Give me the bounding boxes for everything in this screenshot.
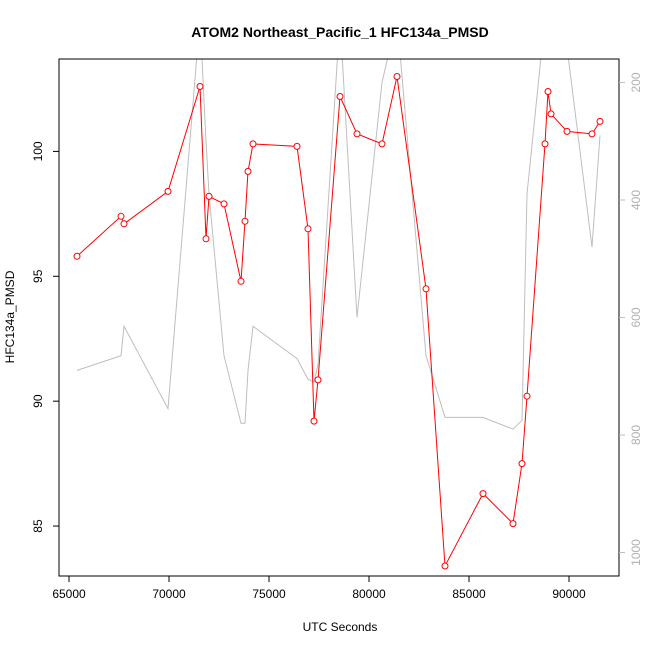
data-point — [310, 417, 318, 425]
data-point — [120, 220, 128, 228]
data-point — [523, 392, 531, 400]
y2-tick-label: 1000 — [629, 539, 643, 566]
data-point — [249, 140, 257, 148]
data-point — [164, 187, 172, 195]
data-point — [117, 212, 125, 220]
y2-axis: 200 400 600 800 1000 — [619, 72, 643, 566]
y2-tick-label: 200 — [629, 72, 643, 92]
x-tick-label: 80000 — [352, 587, 386, 601]
y-tick-label: 85 — [31, 519, 45, 533]
data-point — [378, 140, 386, 148]
plot-frame — [58, 58, 620, 577]
data-point — [241, 217, 249, 225]
data-point — [479, 490, 487, 498]
data-point — [393, 73, 401, 80]
series-layer — [73, 59, 604, 570]
x-tick-label: 85000 — [452, 587, 486, 601]
data-point — [541, 140, 549, 148]
x-axis-label: UTC Seconds — [303, 620, 378, 634]
data-point — [336, 93, 344, 100]
data-point — [518, 460, 526, 468]
data-point — [422, 285, 430, 293]
data-point — [73, 252, 81, 260]
x-tick-label: 70000 — [152, 587, 186, 601]
y-tick-label: 100 — [31, 141, 45, 161]
data-point — [237, 277, 245, 285]
data-point — [205, 192, 213, 200]
y-tick-label: 95 — [31, 269, 45, 283]
data-point — [293, 142, 301, 150]
series-line-1 — [76, 59, 601, 430]
y2-tick-label: 400 — [629, 190, 643, 210]
data-point — [353, 130, 361, 138]
y-axis-label: HFC134a_PMSD — [3, 270, 17, 363]
y-tick-label: 90 — [31, 394, 45, 408]
data-point — [202, 235, 210, 243]
data-point — [244, 167, 252, 175]
series-line-0 — [76, 76, 601, 568]
data-point — [196, 83, 204, 90]
data-point — [314, 376, 322, 384]
data-point — [441, 562, 449, 570]
data-point — [547, 110, 555, 118]
y2-tick-label: 600 — [629, 307, 643, 327]
x-tick-label: 65000 — [52, 587, 86, 601]
data-point — [509, 520, 517, 528]
chart-title: ATOM2 Northeast_Pacific_1 HFC134a_PMSD — [191, 24, 488, 40]
data-point — [563, 127, 571, 135]
data-point — [596, 117, 604, 125]
data-point — [220, 200, 228, 208]
data-point — [544, 88, 552, 95]
data-point — [588, 130, 596, 138]
x-tick-label: 90000 — [552, 587, 586, 601]
x-axis: 65000 70000 75000 80000 85000 90000 — [52, 576, 586, 601]
y2-tick-label: 800 — [629, 425, 643, 445]
data-point — [304, 225, 312, 233]
x-tick-label: 75000 — [252, 587, 286, 601]
y-axis: 85 90 95 100 — [31, 141, 59, 533]
